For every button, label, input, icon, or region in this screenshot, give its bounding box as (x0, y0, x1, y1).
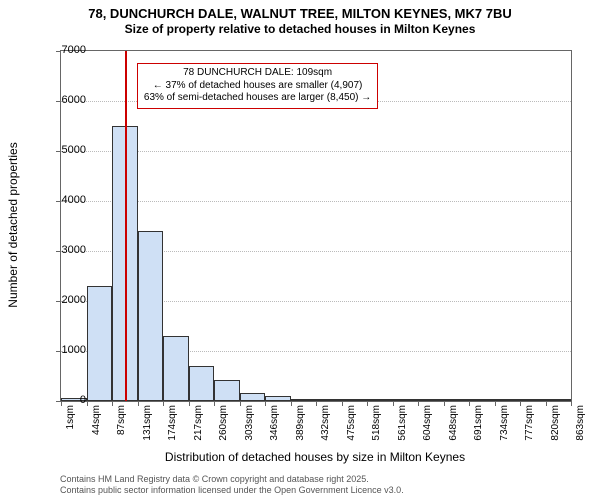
x-tick-mark (520, 401, 521, 406)
x-tick-mark (214, 401, 215, 406)
x-tick-label: 131sqm (142, 405, 153, 441)
x-tick-mark (189, 401, 190, 406)
x-tick-label: 174sqm (167, 405, 178, 441)
histogram-bar (520, 399, 546, 401)
x-tick-label: 217sqm (193, 405, 204, 441)
histogram-bar (495, 399, 521, 401)
x-tick-mark (444, 401, 445, 406)
histogram-bar (265, 396, 291, 401)
x-tick-label: 863sqm (575, 405, 586, 441)
histogram-bar (240, 393, 266, 402)
x-tick-mark (469, 401, 470, 406)
title-main: 78, DUNCHURCH DALE, WALNUT TREE, MILTON … (0, 0, 600, 22)
x-tick-mark (418, 401, 419, 406)
x-tick-mark (367, 401, 368, 406)
x-tick-mark (316, 401, 317, 406)
histogram-bar (316, 399, 342, 401)
x-tick-label: 432sqm (320, 405, 331, 441)
histogram-bar (546, 399, 572, 401)
histogram-bar (138, 231, 164, 401)
histogram-bar (291, 399, 317, 402)
y-tick-label: 4000 (46, 194, 86, 206)
x-tick-label: 44sqm (91, 405, 102, 435)
histogram-bar (214, 380, 240, 401)
x-tick-label: 691sqm (473, 405, 484, 441)
x-tick-mark (291, 401, 292, 406)
x-tick-label: 777sqm (524, 405, 535, 441)
histogram-bar (393, 399, 419, 401)
x-tick-mark (495, 401, 496, 406)
y-tick-label: 2000 (46, 294, 86, 306)
credits: Contains HM Land Registry data © Crown c… (60, 474, 404, 496)
annotation-line-3: 63% of semi-detached houses are larger (… (144, 92, 371, 105)
x-tick-label: 518sqm (371, 405, 382, 441)
x-tick-label: 604sqm (422, 405, 433, 441)
x-tick-mark (546, 401, 547, 406)
histogram-bar (87, 286, 113, 401)
y-tick-label: 0 (46, 394, 86, 406)
x-tick-mark (393, 401, 394, 406)
x-tick-mark (342, 401, 343, 406)
y-tick-label: 5000 (46, 144, 86, 156)
x-tick-label: 561sqm (397, 405, 408, 441)
x-tick-label: 389sqm (295, 405, 306, 441)
y-tick-label: 7000 (46, 44, 86, 56)
x-tick-label: 648sqm (448, 405, 459, 441)
histogram-bar (367, 399, 393, 401)
x-tick-label: 475sqm (346, 405, 357, 441)
histogram-bar (444, 399, 470, 401)
y-tick-label: 6000 (46, 94, 86, 106)
histogram-bar (189, 366, 215, 401)
y-tick-label: 1000 (46, 344, 86, 356)
grid-line (61, 201, 571, 202)
annotation-box: 78 DUNCHURCH DALE: 109sqm← 37% of detach… (137, 63, 378, 109)
credit-line-1: Contains HM Land Registry data © Crown c… (60, 474, 404, 485)
x-axis-label: Distribution of detached houses by size … (60, 450, 570, 464)
credit-line-2: Contains public sector information licen… (60, 485, 404, 496)
x-tick-mark (163, 401, 164, 406)
histogram-bar (163, 336, 189, 401)
histogram-bar (469, 399, 495, 401)
annotation-line-1: 78 DUNCHURCH DALE: 109sqm (144, 67, 371, 80)
grid-line (61, 151, 571, 152)
x-tick-label: 303sqm (244, 405, 255, 441)
x-tick-mark (138, 401, 139, 406)
x-tick-label: 1sqm (65, 405, 76, 429)
marker-line (125, 51, 127, 401)
x-tick-mark (112, 401, 113, 406)
x-tick-mark (240, 401, 241, 406)
x-tick-mark (571, 401, 572, 406)
y-tick-label: 3000 (46, 244, 86, 256)
x-tick-label: 734sqm (499, 405, 510, 441)
title-sub: Size of property relative to detached ho… (0, 22, 600, 36)
x-tick-mark (265, 401, 266, 406)
chart-container: 78, DUNCHURCH DALE, WALNUT TREE, MILTON … (0, 0, 600, 500)
x-tick-label: 260sqm (218, 405, 229, 441)
y-axis-label: Number of detached properties (6, 60, 20, 225)
plot-area: 1sqm44sqm87sqm131sqm174sqm217sqm260sqm30… (60, 50, 572, 402)
x-tick-label: 820sqm (550, 405, 561, 441)
x-tick-label: 346sqm (269, 405, 280, 441)
histogram-bar (342, 399, 368, 401)
annotation-line-2: ← 37% of detached houses are smaller (4,… (144, 80, 371, 93)
x-tick-label: 87sqm (116, 405, 127, 435)
x-tick-mark (87, 401, 88, 406)
histogram-bar (418, 399, 444, 401)
